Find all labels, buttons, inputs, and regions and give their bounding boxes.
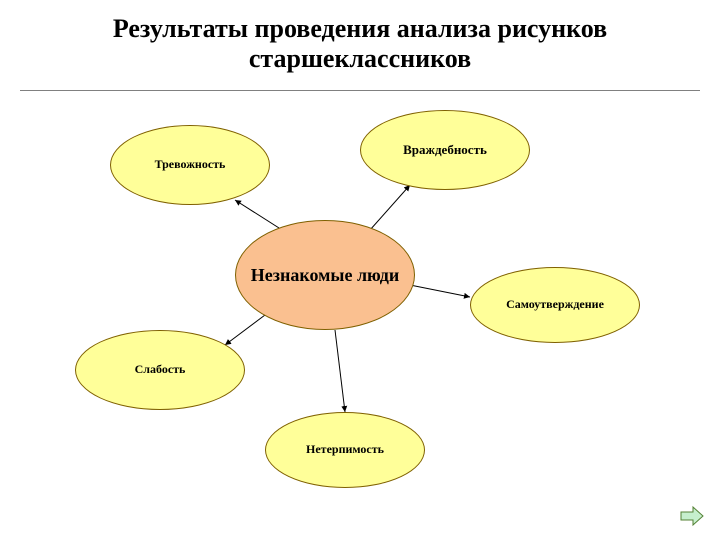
node-weakness: Слабость xyxy=(75,330,245,410)
node-label-intolerance: Нетерпимость xyxy=(298,443,392,457)
node-center: Незнакомые люди xyxy=(235,220,415,330)
edge-center-hostility xyxy=(370,185,410,230)
node-label-weakness: Слабость xyxy=(127,363,194,377)
node-selfassert: Самоутверждение xyxy=(470,267,640,343)
arrow-right-icon xyxy=(678,502,706,530)
node-label-anxiety: Тревожность xyxy=(147,158,234,172)
slide-title: Результаты проведения анализа рисунков с… xyxy=(0,14,720,74)
title-divider xyxy=(20,90,700,91)
next-slide-button[interactable] xyxy=(678,502,706,530)
node-label-selfassert: Самоутверждение xyxy=(498,298,612,312)
node-anxiety: Тревожность xyxy=(110,125,270,205)
edge-center-intolerance xyxy=(335,330,345,412)
node-label-center: Незнакомые люди xyxy=(243,265,408,286)
edge-center-selfassert xyxy=(410,285,470,297)
node-intolerance: Нетерпимость xyxy=(265,412,425,488)
node-label-hostility: Враждебность xyxy=(395,143,495,158)
arrow-right-shape xyxy=(681,507,703,525)
slide: { "title": { "text": "Результаты проведе… xyxy=(0,0,720,540)
node-hostility: Враждебность xyxy=(360,110,530,190)
edge-center-weakness xyxy=(225,315,265,345)
